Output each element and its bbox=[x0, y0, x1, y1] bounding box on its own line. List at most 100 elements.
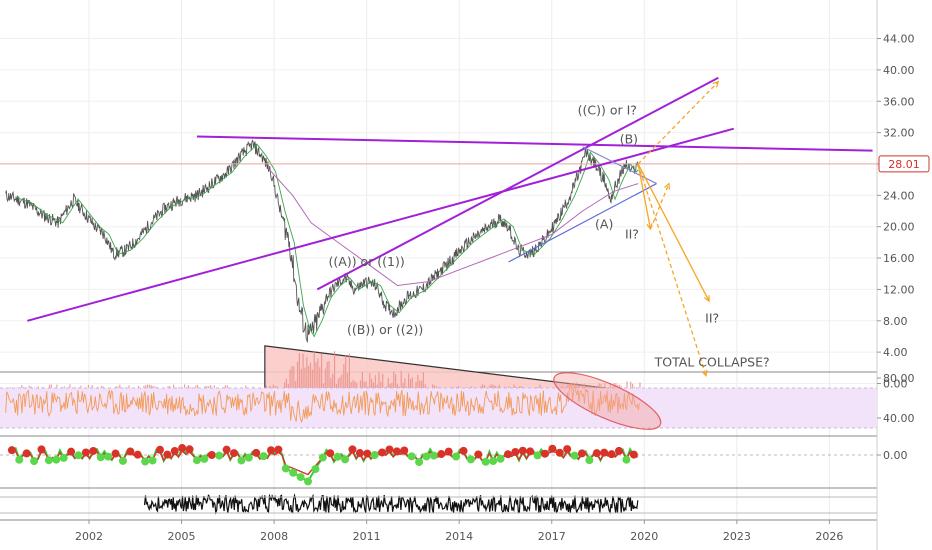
oscillator-dot bbox=[274, 445, 283, 454]
price-tick-label-3: 32.00 bbox=[883, 127, 915, 140]
short-ma-line bbox=[14, 143, 639, 338]
oscillator-dot bbox=[437, 450, 446, 459]
price-tick-label-10: 4.00 bbox=[883, 346, 908, 359]
price-tick-label-6: 20.00 bbox=[883, 221, 915, 234]
oscillator-dot bbox=[281, 464, 290, 473]
oscillator-dot bbox=[96, 453, 105, 462]
oscillator-dot bbox=[222, 445, 231, 454]
wave-annotations: ((A)) or ((1)) ((B)) or ((2)) ((C)) or I? (… bbox=[329, 103, 770, 370]
oscillator-dot bbox=[215, 451, 224, 460]
bottom-indicator-line bbox=[143, 493, 639, 515]
time-tick-label-6: 2020 bbox=[630, 530, 658, 543]
oscillator-dot bbox=[407, 452, 416, 461]
oscillator-dot bbox=[289, 468, 298, 477]
oscillator-dot bbox=[126, 447, 135, 456]
price-scale[interactable]: 44.0040.0036.0032.0028.0024.0020.0016.00… bbox=[877, 0, 932, 550]
rsi-tick-label-1: 40.00 bbox=[883, 412, 915, 425]
oscillator-dot bbox=[600, 448, 609, 457]
oscillator-dot bbox=[67, 447, 76, 456]
price-tick-label-0: 44.00 bbox=[883, 33, 915, 46]
bottom-pane bbox=[0, 493, 877, 515]
oscillator-dot bbox=[15, 455, 24, 464]
oscillator-dot bbox=[392, 447, 401, 456]
long-ma-line bbox=[267, 167, 639, 287]
oscillator-dot bbox=[540, 449, 549, 458]
oscillator-dot bbox=[607, 450, 616, 459]
oscillator-dot bbox=[333, 452, 342, 461]
time-scale[interactable]: 2002 2005 2008 2011 2014 2017 2020 2023 2026 bbox=[75, 520, 843, 543]
price-pane bbox=[0, 139, 877, 343]
oscillator-dot bbox=[629, 450, 638, 459]
oscillator-dot bbox=[474, 450, 483, 459]
oscillator-dot bbox=[548, 444, 557, 453]
oscillator-dot bbox=[229, 449, 238, 458]
oscillator-dot bbox=[503, 450, 512, 459]
oscillator-dot bbox=[155, 445, 164, 454]
oscillator-dot bbox=[570, 451, 579, 460]
price-tick-label-5: 24.00 bbox=[883, 189, 915, 202]
oscillator-dot bbox=[341, 455, 350, 464]
oscillator-dot bbox=[378, 448, 387, 457]
oscillator-pane bbox=[0, 444, 877, 486]
oscillator-dot bbox=[622, 455, 631, 464]
oscillator-dot bbox=[452, 452, 461, 461]
time-tick-label-3: 2011 bbox=[353, 530, 381, 543]
volume-pane bbox=[8, 345, 645, 394]
oscillator-dot bbox=[489, 457, 498, 466]
projection-1 bbox=[637, 163, 652, 230]
oscillator-dot bbox=[577, 449, 586, 458]
trendline-0 bbox=[196, 135, 873, 152]
annotation-6: II? bbox=[705, 310, 719, 325]
oscillator-dot bbox=[141, 457, 150, 466]
oscillator-dot bbox=[104, 452, 113, 461]
oscillator-dot bbox=[207, 450, 216, 459]
oscillator-dot bbox=[44, 456, 53, 465]
oscillator-dot bbox=[363, 449, 372, 458]
price-tick-label-9: 8.00 bbox=[883, 315, 908, 328]
trendline-4 bbox=[582, 146, 657, 185]
oscillator-dot bbox=[74, 451, 83, 460]
oscillator-dot bbox=[148, 456, 157, 465]
annotation-3: (B) bbox=[620, 132, 638, 147]
oscillator-tick-label-0: 0.00 bbox=[883, 449, 908, 462]
rsi-line bbox=[5, 383, 640, 423]
time-tick-label-8: 2026 bbox=[815, 530, 843, 543]
oscillator-dot bbox=[89, 446, 98, 455]
oscillator-dot bbox=[533, 451, 542, 460]
rsi-pane bbox=[0, 372, 877, 430]
time-tick-label-2: 2008 bbox=[260, 530, 288, 543]
rsi-band bbox=[0, 388, 877, 428]
price-tick-label-1: 40.00 bbox=[883, 64, 915, 77]
oscillator-dot bbox=[304, 477, 313, 486]
annotation-2: ((C)) or I? bbox=[578, 103, 637, 118]
projection-arrow-0 bbox=[712, 80, 720, 88]
oscillator-dot bbox=[318, 453, 327, 462]
time-tick-label-4: 2014 bbox=[445, 530, 473, 543]
oscillator-dot bbox=[615, 446, 624, 455]
price-tick-label-2: 36.00 bbox=[883, 95, 915, 108]
oscillator-dot bbox=[459, 446, 468, 455]
price-scale-bg bbox=[878, 0, 932, 550]
oscillator-dot bbox=[192, 456, 201, 465]
price-tick-label-8: 12.00 bbox=[883, 283, 915, 296]
price-series-line bbox=[5, 139, 639, 343]
oscillator-dot bbox=[348, 445, 357, 454]
oscillator-dot bbox=[7, 446, 16, 455]
oscillator-dot bbox=[81, 448, 90, 457]
trendline-3 bbox=[508, 183, 657, 263]
oscillator-dot bbox=[22, 449, 31, 458]
rsi-tick-label-0: 80.00 bbox=[883, 372, 915, 385]
price-tick-label-11: 0.00 bbox=[883, 378, 908, 391]
oscillator-dot bbox=[311, 465, 320, 473]
oscillator-dot bbox=[296, 473, 305, 482]
annotation-0: ((A)) or ((1)) bbox=[329, 254, 405, 269]
oscillator-dot bbox=[481, 457, 490, 466]
time-tick-label-5: 2017 bbox=[538, 530, 566, 543]
drawing-overlays[interactable] bbox=[27, 76, 873, 377]
oscillator-dot bbox=[415, 457, 424, 466]
oscillator-dot bbox=[563, 445, 572, 454]
oscillator-dot bbox=[30, 457, 39, 466]
oscillator-dot bbox=[385, 445, 394, 454]
time-tick-label-0: 2002 bbox=[75, 530, 103, 543]
